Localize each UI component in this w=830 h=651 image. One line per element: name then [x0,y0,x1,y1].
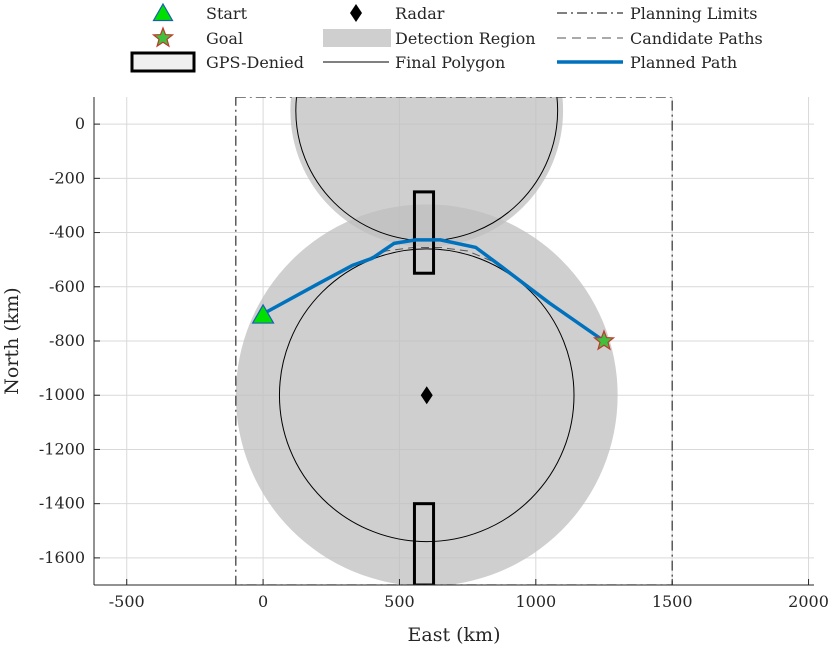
planned-path [262,238,605,343]
start-marker [251,303,275,324]
legend-start-icon [152,2,174,22]
detection-region [290,97,564,247]
legend-entry-radar: Radar [350,4,445,23]
legend-label: Planned Path [630,53,737,72]
x-tick-label: 500 [384,592,415,611]
final-polygon [278,248,575,543]
legend-entry-gps: GPS-Denied [130,51,304,73]
legend-entry-limits: Planning Limits [557,4,757,23]
legend-entry-candidate: Candidate Paths [557,29,763,48]
y-tick-label: -400 [49,223,85,242]
x-tick-label: 1000 [515,592,556,611]
candidate-path [358,246,496,263]
legend-label: Start [206,4,248,23]
legend-label: Radar [395,4,445,23]
legend-label: Detection Region [395,29,536,48]
x-tick-label: 0 [258,592,268,611]
x-axis-title: East (km) [408,624,501,646]
planning-limits [235,97,673,585]
y-tick-label: -800 [49,331,85,350]
legend-entry-start: Start [152,2,248,23]
gps-denied-region [412,190,436,275]
goal-marker [592,329,616,351]
y-tick-label: -1400 [39,494,85,513]
y-tick-label: 0 [75,114,85,133]
axes: -500 0 500 1000 1500 2000 0 -200 -400 -600 -800 -10… [1,97,829,646]
radar-marker [420,386,433,405]
legend-entry-detection: Detection Region [323,29,536,48]
legend-entry-polygon: Final Polygon [323,53,505,72]
legend-label: GPS-Denied [206,53,304,72]
y-tick-label: -200 [49,168,85,187]
legend-detection-icon [323,29,391,47]
legend-entry-goal: Goal [151,26,243,48]
y-tick-label: -1200 [39,439,85,458]
x-tick-label: -500 [109,592,145,611]
y-tick-label: -600 [49,277,85,296]
legend-label: Final Polygon [395,53,505,72]
y-tick-label: -1000 [39,385,85,404]
legend-gps-icon [130,51,196,73]
legend: Start Radar Planning Limits Goal Detection R… [130,2,763,73]
legend-entry-planned: Planned Path [557,53,737,72]
legend-label: Candidate Paths [630,29,763,48]
x-tick-label: 2000 [788,592,829,611]
legend-radar-icon [350,4,362,22]
y-axis-title: North (km) [1,287,23,394]
legend-label: Goal [206,29,243,48]
x-tick-label: 1500 [652,592,693,611]
legend-goal-icon [151,26,175,48]
y-tick-label: -1600 [39,548,85,567]
legend-label: Planning Limits [630,4,757,23]
